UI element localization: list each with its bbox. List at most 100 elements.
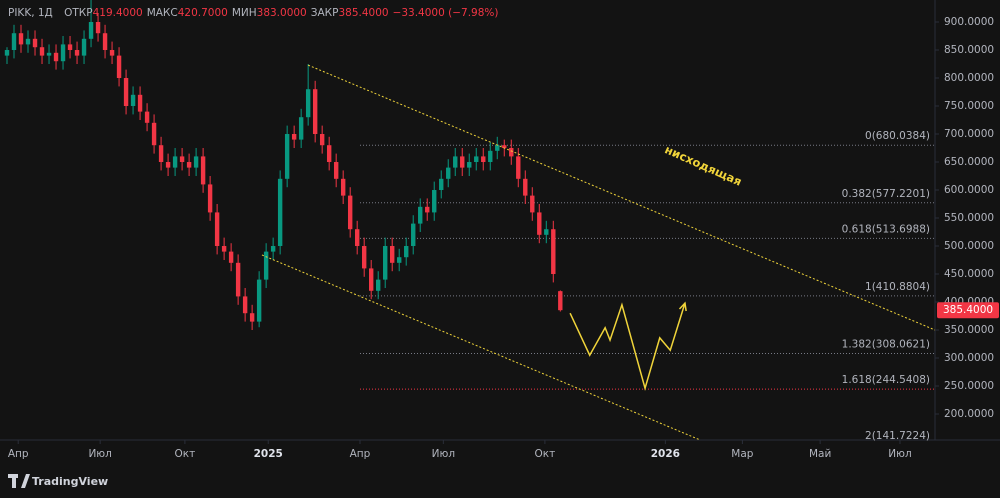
- candle-body: [81, 38, 87, 56]
- field-label: ЗАКР: [311, 7, 339, 19]
- candle-body: [404, 246, 409, 258]
- candle-body: [495, 145, 500, 151]
- candle-body: [25, 38, 31, 45]
- candle-body: [144, 111, 150, 123]
- candle-body: [151, 122, 157, 146]
- candle-body: [418, 206, 423, 224]
- y-tick-label: 500.0000: [944, 240, 994, 252]
- candle-body: [530, 195, 535, 213]
- candle-body: [474, 156, 479, 163]
- candle-body: [298, 117, 304, 140]
- candle-body: [137, 94, 143, 112]
- brand: TradingView: [32, 475, 108, 488]
- field-label: МАКС: [147, 7, 178, 19]
- legend-header: PIKK, 1Д ОТКР419.4000 МАКС420.7000 МИН383.…: [8, 7, 498, 19]
- y-tick-label: 350.0000: [944, 324, 994, 336]
- candle-body: [249, 313, 255, 322]
- candle-body: [312, 89, 318, 135]
- trend-line: [307, 64, 935, 331]
- y-tick-label: 750.0000: [944, 100, 994, 112]
- candle-body: [179, 156, 185, 163]
- fib-label: 1.382(308.0621): [842, 338, 930, 350]
- y-tick-label: 800.0000: [944, 72, 994, 84]
- x-tick-label: Май: [809, 448, 831, 460]
- candle-body: [193, 156, 199, 168]
- candle-body: [130, 94, 136, 107]
- field-value: 383.0000: [257, 7, 307, 19]
- brand-logo: TradingView: [8, 474, 108, 488]
- field-value: 419.4000: [93, 7, 143, 19]
- last-price-tag: [937, 302, 999, 319]
- candle-body: [439, 178, 444, 191]
- candle-body: [95, 22, 101, 34]
- candle-body: [502, 145, 507, 149]
- candle-body: [411, 223, 416, 247]
- candle-body: [432, 190, 437, 213]
- y-tick-label: 550.0000: [944, 212, 994, 224]
- candle-body: [39, 47, 45, 56]
- field-value: 385.4000: [338, 7, 388, 19]
- candle-body: [509, 148, 514, 157]
- x-tick-label: Июл: [88, 448, 111, 460]
- fib-label: 0.618(513.6988): [842, 223, 930, 235]
- fib-label: 2(141.7224): [865, 430, 930, 442]
- fib-label: 1(410.8804): [865, 281, 930, 293]
- candle-body: [67, 44, 73, 51]
- candle-body: [460, 156, 465, 168]
- x-tick-label: Июл: [432, 448, 455, 460]
- x-tick-label: Июл: [888, 448, 911, 460]
- candle-body: [481, 156, 486, 163]
- candle-body: [158, 145, 164, 163]
- trend-line: [261, 254, 700, 440]
- x-tick-label: Апр: [8, 448, 29, 460]
- candle-body: [18, 33, 24, 45]
- y-tick-label: 300.0000: [944, 352, 994, 364]
- candle-body: [270, 246, 276, 252]
- candle-body: [425, 206, 430, 213]
- x-tick-label: Мар: [731, 448, 753, 460]
- candle-body: [277, 178, 283, 247]
- x-tick-label: Окт: [175, 448, 196, 460]
- y-tick-label: 600.0000: [944, 184, 994, 196]
- candle-body: [284, 134, 290, 179]
- candle-body: [53, 52, 59, 62]
- projection-path: [569, 302, 686, 391]
- candle-body: [390, 246, 395, 263]
- fib-label: 1.618(244.5408): [842, 374, 930, 386]
- candle-body: [333, 162, 339, 179]
- field-value: 420.7000: [178, 7, 228, 19]
- candle-body: [544, 229, 549, 235]
- x-tick-label: Апр: [350, 448, 371, 460]
- candle-body: [446, 167, 451, 179]
- candle-body: [207, 184, 213, 213]
- candle-body: [467, 162, 472, 168]
- x-tick-label: 2025: [254, 448, 283, 460]
- y-tick-label: 850.0000: [944, 44, 994, 56]
- candle-body: [537, 212, 542, 235]
- candle-body: [235, 262, 241, 297]
- y-tick-label: 250.0000: [944, 380, 994, 392]
- candle-body: [376, 279, 381, 291]
- candle-body: [165, 162, 171, 168]
- candle-body: [228, 251, 234, 263]
- candle-body: [340, 178, 346, 196]
- candle-body: [256, 279, 262, 322]
- candle-body: [200, 156, 206, 185]
- candle-body: [523, 178, 528, 196]
- candle-body: [74, 50, 80, 56]
- candle-body: [186, 162, 192, 168]
- plot-area: нисходящая: [4, 0, 935, 440]
- candle-body: [558, 291, 563, 311]
- candle-body: [88, 22, 94, 39]
- candle-body: [214, 212, 220, 247]
- candle-body: [102, 33, 108, 51]
- candle-body: [361, 246, 367, 269]
- candle-body: [32, 38, 38, 48]
- fib-label: 0.382(577.2201): [842, 188, 930, 200]
- candle-body: [453, 156, 458, 168]
- candle-body: [172, 156, 178, 168]
- fib-label: 0(680.0384): [865, 130, 930, 142]
